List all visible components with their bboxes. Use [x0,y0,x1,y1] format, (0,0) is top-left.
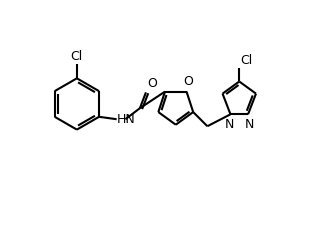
Text: Cl: Cl [71,50,83,63]
Text: O: O [183,75,193,88]
Text: N: N [244,118,254,131]
Text: Cl: Cl [240,54,253,67]
Text: N: N [225,118,234,131]
Text: O: O [147,77,157,90]
Text: HN: HN [117,113,136,126]
